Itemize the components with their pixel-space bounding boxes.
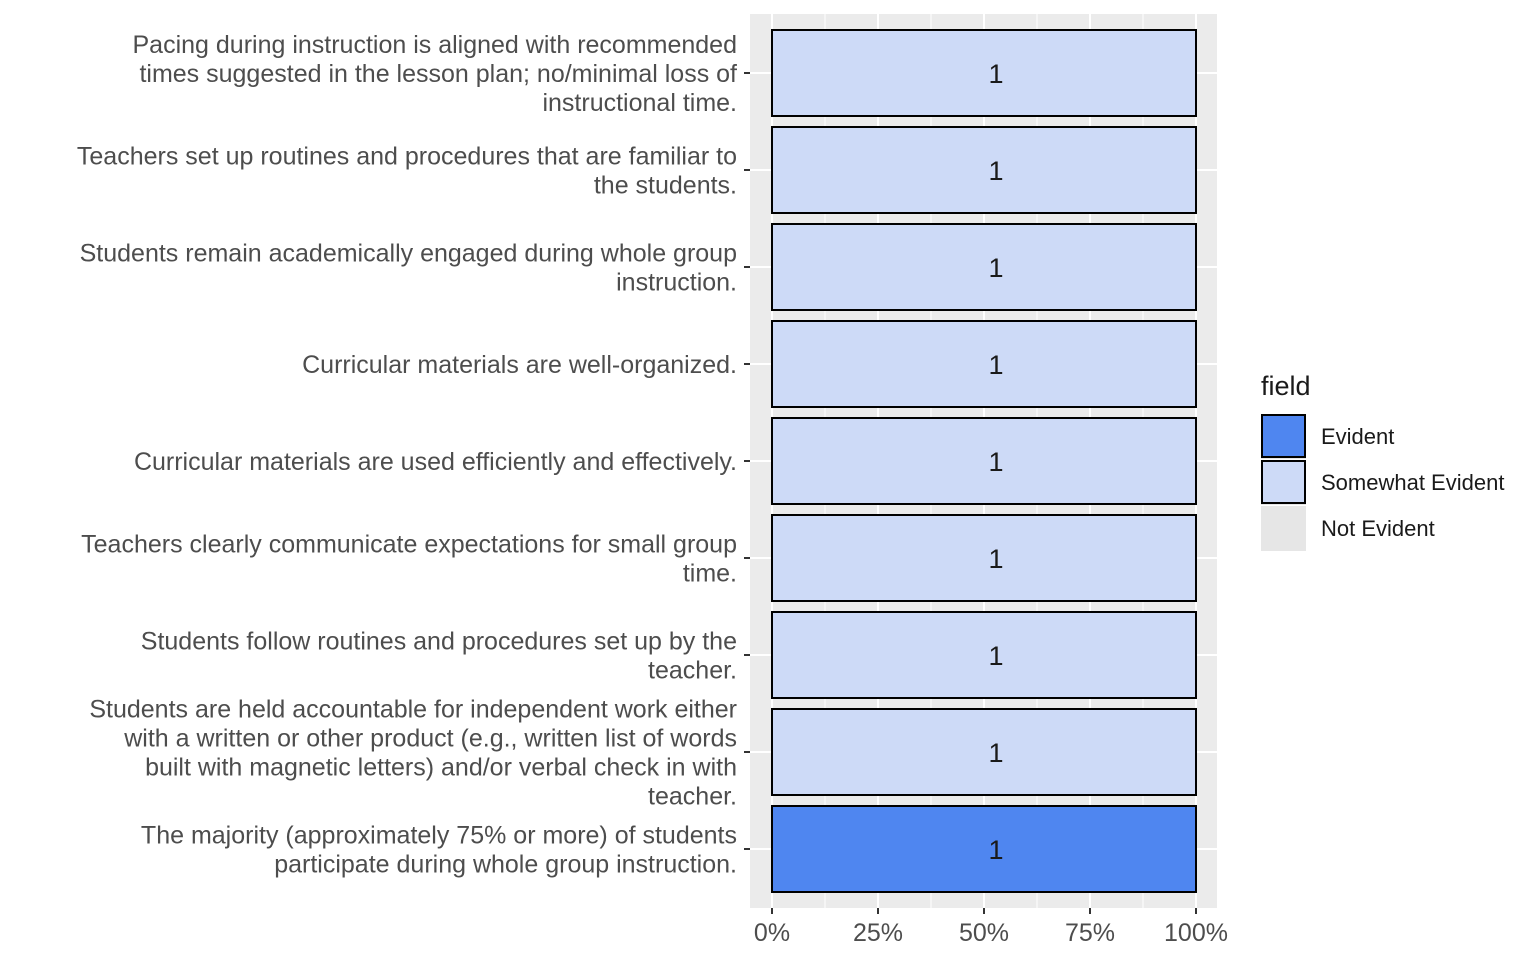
y-tick-label: Curricular materials are well-organized. (302, 351, 737, 379)
bar-value-label: 1 (988, 156, 1003, 186)
x-tick-label: 25% (853, 919, 903, 947)
y-tick-label: Teachers set up routines and procedures … (77, 143, 737, 200)
bar-value-label: 1 (988, 253, 1003, 283)
x-axis: 0% 25% 50% 75% 100% (754, 908, 1228, 947)
legend-label: Not Evident (1321, 516, 1435, 541)
legend-key-swatch (1261, 460, 1306, 504)
y-tick-label: The majority (approximately 75% or more)… (141, 822, 737, 879)
legend-key-background (1261, 506, 1306, 551)
x-tick-label: 100% (1164, 919, 1228, 947)
bar-value-label: 1 (988, 641, 1003, 671)
x-tick-label: 75% (1065, 919, 1115, 947)
y-tick-label: Teachers clearly communicate expectation… (81, 531, 737, 588)
bar-value-label: 1 (988, 447, 1003, 477)
bar-somewhat-evident (771, 708, 1197, 796)
legend-label: Evident (1321, 424, 1394, 449)
legend-label: Somewhat Evident (1321, 470, 1504, 495)
bar-value-label: 1 (988, 59, 1003, 89)
y-axis: Pacing during instruction is aligned wit… (77, 31, 750, 879)
bar-somewhat-evident (771, 126, 1197, 214)
bar-somewhat-evident (771, 611, 1197, 699)
bar-somewhat-evident (771, 514, 1197, 602)
bar-value-label: 1 (988, 835, 1003, 865)
bar-somewhat-evident (771, 417, 1197, 505)
legend: field Evident Somewhat Evident Not Evident (1261, 371, 1504, 551)
y-tick-label: Students remain academically engaged dur… (80, 240, 737, 297)
bars (771, 29, 1197, 893)
bar-value-label: 1 (988, 544, 1003, 574)
bar-labels: 1 1 1 1 1 1 1 1 1 (988, 59, 1003, 865)
y-tick-label: Students follow routines and procedures … (141, 628, 737, 685)
bar-value-label: 1 (988, 350, 1003, 380)
bar-value-label: 1 (988, 738, 1003, 768)
bar-somewhat-evident (771, 29, 1197, 117)
bar-somewhat-evident (771, 320, 1197, 408)
y-tick-label: Curricular materials are used efficientl… (134, 448, 737, 476)
x-tick-label: 50% (959, 919, 1009, 947)
bar-somewhat-evident (771, 223, 1197, 311)
y-tick-label: Pacing during instruction is aligned wit… (133, 31, 738, 117)
bar-evident (771, 805, 1197, 893)
legend-key-swatch (1261, 414, 1306, 458)
y-tick-label: Students are held accountable for indepe… (89, 696, 737, 811)
legend-title: field (1261, 371, 1311, 401)
x-tick-label: 0% (754, 919, 790, 947)
